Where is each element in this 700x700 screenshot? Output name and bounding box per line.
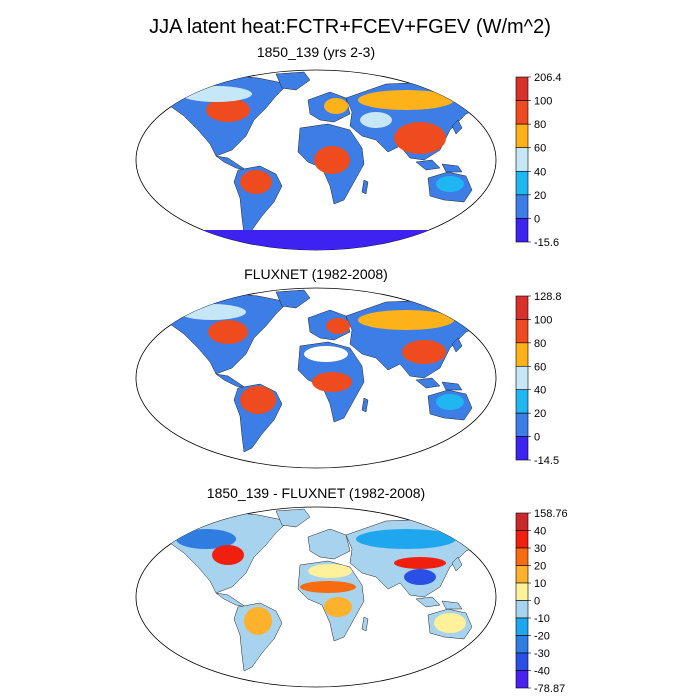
figure-title: JJA latent heat:FCTR+FCEV+FGEV (W/m^2) bbox=[149, 16, 551, 38]
colorbar-3-box bbox=[515, 670, 529, 689]
colorbar-1-box bbox=[515, 147, 529, 172]
panel-1-map bbox=[135, 69, 497, 251]
colorbar-1-box bbox=[515, 123, 529, 149]
colorbar-3-box bbox=[515, 530, 529, 549]
colorbar-3-label: 0 bbox=[534, 596, 540, 608]
colorbar-2-label: 128.8 bbox=[534, 291, 562, 303]
colorbar-3-box bbox=[515, 565, 529, 584]
panel-2-map bbox=[135, 287, 497, 469]
colorbar-3-box bbox=[515, 652, 529, 671]
colorbar-3-label: -40 bbox=[534, 666, 550, 678]
panel-3: 1850_139 - FLUXNET (1982-2008) bbox=[135, 485, 568, 695]
panel-2: FLUXNET (1982-2008) bbox=[135, 266, 562, 469]
colorbar-2-box bbox=[515, 436, 529, 461]
colorbar-2-box bbox=[515, 365, 529, 391]
colorbar-3-box bbox=[515, 600, 529, 619]
colorbar-1-label: 0 bbox=[534, 213, 540, 225]
colorbar-2-box bbox=[515, 319, 529, 344]
colorbar-1-label: 40 bbox=[534, 166, 546, 178]
colorbar-2-box bbox=[515, 389, 529, 414]
panel-2-title: FLUXNET (1982-2008) bbox=[244, 266, 388, 282]
colorbar-1-label: 80 bbox=[534, 119, 546, 131]
colorbar-3-box bbox=[515, 582, 529, 601]
colorbar-3-label: -20 bbox=[534, 631, 550, 643]
panel-1-colorbar: 206.4 100 80 60 40 20 0 -15.6 bbox=[515, 72, 562, 249]
colorbar-1-label: 100 bbox=[534, 96, 552, 108]
colorbar-3-box bbox=[515, 547, 529, 566]
colorbar-1-label: 60 bbox=[534, 143, 546, 155]
colorbar-3-box bbox=[515, 512, 529, 531]
colorbar-1-box bbox=[515, 76, 529, 101]
colorbar-2-box bbox=[515, 342, 529, 367]
colorbar-1-label: -15.6 bbox=[534, 237, 559, 249]
colorbar-3-label: 158.76 bbox=[534, 508, 568, 520]
colorbar-1-box bbox=[515, 170, 529, 196]
colorbar-2-label: 20 bbox=[534, 408, 546, 420]
panel-1-title: 1850_139 (yrs 2-3) bbox=[257, 44, 375, 60]
colorbar-1-box bbox=[515, 100, 529, 125]
colorbar-2-label: 80 bbox=[534, 338, 546, 350]
colorbar-1-box bbox=[515, 194, 529, 219]
colorbar-2-label: 40 bbox=[534, 385, 546, 397]
colorbar-2-label: 60 bbox=[534, 361, 546, 373]
panel-2-highlights bbox=[178, 304, 464, 414]
colorbar-3-label: -30 bbox=[534, 648, 550, 660]
colorbar-3-box bbox=[515, 617, 529, 636]
colorbar-2-box bbox=[515, 412, 529, 437]
panel-3-title: 1850_139 - FLUXNET (1982-2008) bbox=[207, 485, 425, 501]
colorbar-2-label: 0 bbox=[534, 432, 540, 444]
colorbar-3-label: -10 bbox=[534, 613, 550, 625]
colorbar-3-label: 20 bbox=[534, 561, 546, 573]
colorbar-3-label: -78.87 bbox=[534, 683, 565, 695]
colorbar-3-label: 40 bbox=[534, 526, 546, 538]
panel-1: 1850_139 (yrs 2-3) bbox=[135, 44, 562, 251]
colorbar-3-box bbox=[515, 635, 529, 654]
panel-2-colorbar: 128.8 100 80 60 40 20 0 -14.5 bbox=[515, 291, 562, 467]
colorbar-1-label: 20 bbox=[534, 190, 546, 202]
panel-3-map bbox=[135, 506, 497, 688]
colorbar-1-label: 206.4 bbox=[534, 72, 562, 84]
panel-3-highlights bbox=[176, 529, 466, 635]
panel-1-antarctica bbox=[136, 230, 496, 250]
colorbar-2-label: 100 bbox=[534, 314, 552, 326]
colorbar-2-box bbox=[515, 295, 529, 320]
colorbar-1-box bbox=[515, 218, 529, 243]
colorbar-2-label: -14.5 bbox=[534, 455, 559, 467]
colorbar-3-label: 30 bbox=[534, 543, 546, 555]
colorbar-3-label: 10 bbox=[534, 578, 546, 590]
panel-3-colorbar: 158.76 40 30 20 10 0 -10 -20 -30 -40 -78.87 bbox=[515, 508, 568, 695]
